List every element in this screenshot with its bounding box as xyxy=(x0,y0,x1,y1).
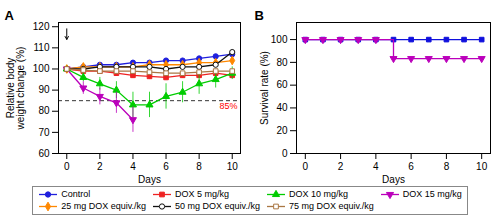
svg-text:85%: 85% xyxy=(219,101,237,111)
svg-text:120: 120 xyxy=(33,21,50,32)
svg-text:10: 10 xyxy=(227,161,239,172)
svg-text:90: 90 xyxy=(38,84,50,95)
html-text:Control: Control xyxy=(61,189,91,199)
svg-text:110: 110 xyxy=(34,42,50,53)
svg-text:Days: Days xyxy=(382,174,405,185)
html-text:50 mg DOX equiv./kg: 50 mg DOX equiv./kg xyxy=(175,201,260,211)
svg-text:B: B xyxy=(255,8,264,23)
html-text:DOX 15 mg/kg: DOX 15 mg/kg xyxy=(402,189,462,199)
html-text:75 mg DOX equiv./kg: 75 mg DOX equiv./kg xyxy=(288,201,374,211)
svg-text:2: 2 xyxy=(338,161,344,172)
svg-text:0: 0 xyxy=(303,161,309,172)
svg-text:80: 80 xyxy=(38,105,50,116)
svg-text:40: 40 xyxy=(276,102,288,113)
svg-text:60: 60 xyxy=(38,148,50,159)
svg-text:6: 6 xyxy=(163,161,169,172)
svg-text:0: 0 xyxy=(282,148,288,159)
svg-text:2: 2 xyxy=(97,161,103,172)
svg-text:A: A xyxy=(5,8,15,23)
html-text:25 mg DOX equiv./kg: 25 mg DOX equiv./kg xyxy=(61,201,146,211)
svg-text:Survival rate (%): Survival rate (%) xyxy=(259,51,270,125)
svg-text:Relative bodyweight change (%): Relative bodyweight change (%) xyxy=(5,47,26,131)
svg-text:Days: Days xyxy=(138,174,161,185)
html-text:DOX 10 mg/kg: DOX 10 mg/kg xyxy=(288,189,348,199)
svg-text:100: 100 xyxy=(271,34,288,45)
html-text:DOX 5 mg/kg: DOX 5 mg/kg xyxy=(175,189,230,199)
svg-text:80: 80 xyxy=(276,57,288,68)
svg-text:20: 20 xyxy=(276,125,288,136)
svg-text:8: 8 xyxy=(444,161,450,172)
svg-text:4: 4 xyxy=(373,161,379,172)
svg-text:4: 4 xyxy=(130,161,136,172)
svg-text:60: 60 xyxy=(276,79,288,90)
svg-text:70: 70 xyxy=(38,127,50,138)
svg-text:8: 8 xyxy=(196,161,202,172)
svg-text:100: 100 xyxy=(33,63,50,74)
svg-text:10: 10 xyxy=(476,161,488,172)
svg-text:6: 6 xyxy=(408,161,414,172)
svg-text:0: 0 xyxy=(64,161,70,172)
